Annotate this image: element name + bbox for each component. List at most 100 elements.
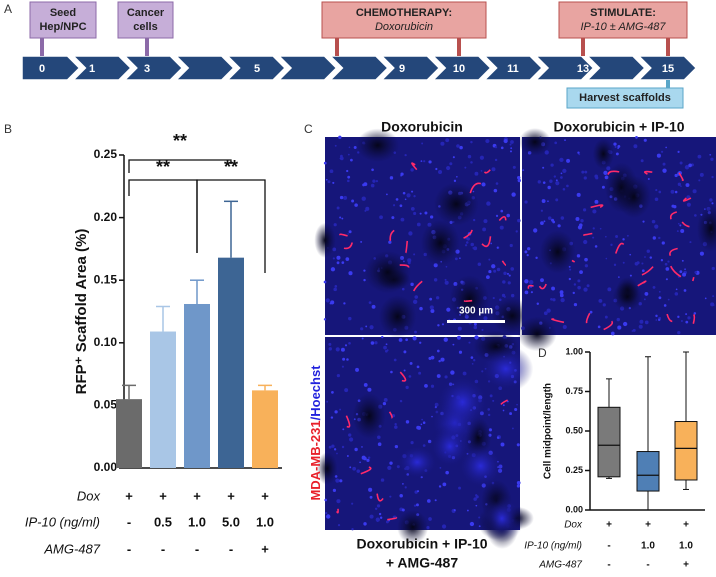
- nucleus: [338, 136, 341, 139]
- nucleus: [574, 303, 577, 306]
- nucleus: [524, 250, 527, 253]
- nucleus: [603, 303, 606, 306]
- nucleus: [684, 268, 686, 270]
- nucleus: [403, 192, 406, 195]
- nucleus: [655, 319, 657, 321]
- nucleus: [348, 317, 351, 320]
- nucleus: [377, 520, 379, 522]
- nucleus: [561, 216, 565, 220]
- nucleus: [629, 254, 631, 256]
- nucleus: [547, 200, 549, 202]
- y-tick-label: 0.00: [565, 504, 583, 514]
- nucleus: [659, 291, 661, 293]
- nucleus: [676, 288, 678, 290]
- nucleus: [481, 329, 483, 331]
- nucleus: [659, 191, 662, 194]
- table-cell: -: [161, 541, 165, 556]
- nucleus: [394, 359, 397, 362]
- nucleus: [527, 254, 529, 256]
- nucleus: [336, 499, 340, 503]
- nucleus: [491, 167, 495, 171]
- nucleus: [655, 189, 657, 191]
- nucleus: [524, 200, 527, 203]
- nucleus: [549, 180, 552, 183]
- nucleus: [354, 146, 357, 149]
- nucleus: [464, 167, 466, 169]
- nucleus: [423, 421, 426, 424]
- nucleus: [474, 323, 477, 326]
- nucleus: [439, 485, 441, 487]
- timeline-stem: [666, 80, 670, 88]
- nucleus: [446, 308, 450, 312]
- nucleus: [644, 292, 648, 296]
- table-cell: 1.0: [641, 541, 655, 552]
- nucleus: [338, 524, 340, 526]
- nucleus: [416, 503, 419, 506]
- nucleus: [324, 499, 327, 502]
- nucleus: [500, 210, 503, 213]
- nucleus: [561, 173, 563, 175]
- nucleus: [331, 391, 334, 394]
- nucleus: [381, 336, 383, 338]
- nucleus: [335, 285, 338, 288]
- y-tick-label: 0.50: [565, 425, 583, 435]
- nucleus: [639, 325, 643, 329]
- nucleus: [335, 145, 337, 147]
- nucleus: [615, 235, 618, 238]
- y-tick-label: 1.00: [565, 346, 583, 356]
- nucleus: [410, 283, 413, 286]
- nucleus: [678, 223, 680, 225]
- nucleus: [473, 326, 477, 330]
- nucleus: [368, 488, 372, 492]
- nucleus: [560, 298, 564, 302]
- nucleus: [371, 341, 375, 345]
- nucleus: [537, 303, 539, 305]
- nucleus: [623, 322, 627, 326]
- nucleus: [336, 256, 340, 260]
- nucleus: [504, 139, 508, 143]
- nucleus: [517, 484, 520, 487]
- nucleus: [569, 269, 571, 271]
- day-label: 10: [453, 63, 465, 75]
- nucleus: [417, 223, 421, 227]
- nucleus: [442, 323, 444, 325]
- table-cell: +: [261, 541, 269, 556]
- nucleus: [394, 423, 396, 425]
- nucleus: [326, 179, 328, 181]
- nucleus: [360, 327, 363, 330]
- cell: [693, 277, 694, 281]
- nucleus: [440, 467, 442, 469]
- nucleus: [547, 186, 550, 189]
- nucleus: [386, 194, 388, 196]
- nucleus: [336, 453, 338, 455]
- timeline-chevron: [382, 56, 439, 80]
- table-row-label: AMG-487: [538, 560, 582, 571]
- nucleus: [485, 139, 489, 143]
- nucleus: [417, 490, 419, 492]
- nucleus: [349, 230, 352, 233]
- nucleus: [680, 229, 684, 233]
- table-cell: -: [127, 541, 131, 556]
- nucleus: [428, 160, 431, 163]
- nucleus: [560, 290, 564, 294]
- nucleus: [459, 257, 461, 259]
- nucleus: [551, 219, 554, 222]
- nucleus: [542, 199, 546, 203]
- nucleus: [514, 408, 517, 411]
- nucleus: [430, 215, 433, 218]
- box: [637, 452, 659, 492]
- micrograph: [314, 128, 533, 338]
- table-cell: 1.0: [679, 541, 693, 552]
- nucleus: [522, 169, 524, 171]
- nucleus: [544, 311, 548, 315]
- nucleus: [468, 155, 471, 158]
- table-cell: -: [229, 541, 233, 556]
- nucleus: [502, 294, 505, 297]
- nucleus: [641, 159, 644, 162]
- nucleus: [326, 298, 330, 302]
- timeline-stem: [666, 38, 670, 56]
- nucleus: [662, 241, 665, 244]
- timeline-box-text: Hep/NPC: [39, 21, 86, 33]
- nucleus: [428, 357, 431, 360]
- nucleus: [516, 404, 518, 406]
